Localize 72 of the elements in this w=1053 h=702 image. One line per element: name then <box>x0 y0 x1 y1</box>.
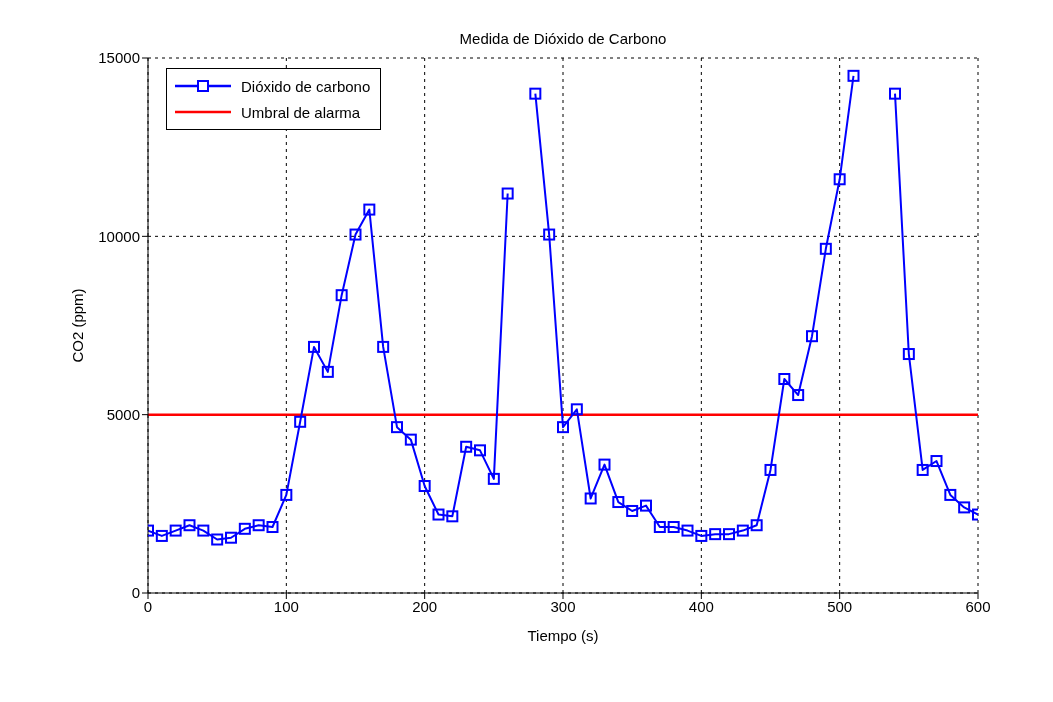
x-tick-label: 200 <box>412 597 438 615</box>
point <box>695 529 708 542</box>
point <box>432 508 445 521</box>
legend-label: Umbral de alarma <box>241 103 361 121</box>
point <box>847 69 860 82</box>
point <box>723 528 735 541</box>
x-tick-label: 600 <box>965 597 991 615</box>
point <box>557 421 569 434</box>
point <box>474 444 486 457</box>
point <box>446 510 459 523</box>
x-tick-label: 500 <box>827 597 853 615</box>
point <box>363 203 376 216</box>
y-axis-title: CO2 (ppm) <box>69 288 87 363</box>
point <box>819 242 832 255</box>
x-tick-label: 100 <box>273 597 299 615</box>
point <box>584 492 597 505</box>
point <box>404 433 417 446</box>
point <box>626 504 639 517</box>
point <box>806 330 818 343</box>
point <box>612 496 625 509</box>
point <box>155 529 168 542</box>
point <box>252 519 265 532</box>
point <box>750 519 763 532</box>
point <box>833 173 846 186</box>
point <box>667 521 680 534</box>
point <box>916 463 929 476</box>
point <box>736 524 749 537</box>
chart-title: Medida de Dióxido de Carbono <box>459 30 667 47</box>
point <box>889 87 901 100</box>
y-tick-label: 5000 <box>106 405 140 423</box>
point <box>598 458 611 471</box>
point <box>460 440 473 453</box>
point <box>501 187 514 200</box>
point <box>266 521 279 534</box>
point <box>197 524 210 537</box>
point <box>169 524 182 537</box>
point <box>225 531 237 544</box>
point <box>640 499 652 512</box>
point <box>792 389 805 402</box>
y-tick-label: 0 <box>131 584 140 602</box>
x-tick-label: 300 <box>550 597 576 615</box>
legend-label: Dióxido de carbono <box>241 77 371 95</box>
point <box>335 289 348 302</box>
point <box>391 421 403 434</box>
point <box>709 528 722 541</box>
x-axis-title: Tiempo (s) <box>527 627 599 644</box>
y-tick-label: 10000 <box>98 227 140 245</box>
point <box>958 501 971 514</box>
point <box>308 340 320 353</box>
point <box>570 403 583 416</box>
point <box>377 340 390 353</box>
point <box>349 228 362 241</box>
point <box>944 488 957 501</box>
point <box>778 373 791 385</box>
point <box>543 228 556 241</box>
x-tick-label: 0 <box>143 597 153 615</box>
point <box>238 522 251 535</box>
point <box>529 87 542 100</box>
point <box>902 348 915 361</box>
point <box>930 455 943 468</box>
x-tick-label: 400 <box>688 597 714 615</box>
point <box>321 365 334 378</box>
point <box>764 463 777 476</box>
y-tick-label: 15000 <box>98 49 140 67</box>
point <box>211 533 224 546</box>
point <box>653 521 666 534</box>
point <box>681 524 694 537</box>
point <box>294 415 307 428</box>
point <box>418 480 431 492</box>
point <box>183 519 196 532</box>
point <box>280 488 293 501</box>
point <box>487 472 500 485</box>
